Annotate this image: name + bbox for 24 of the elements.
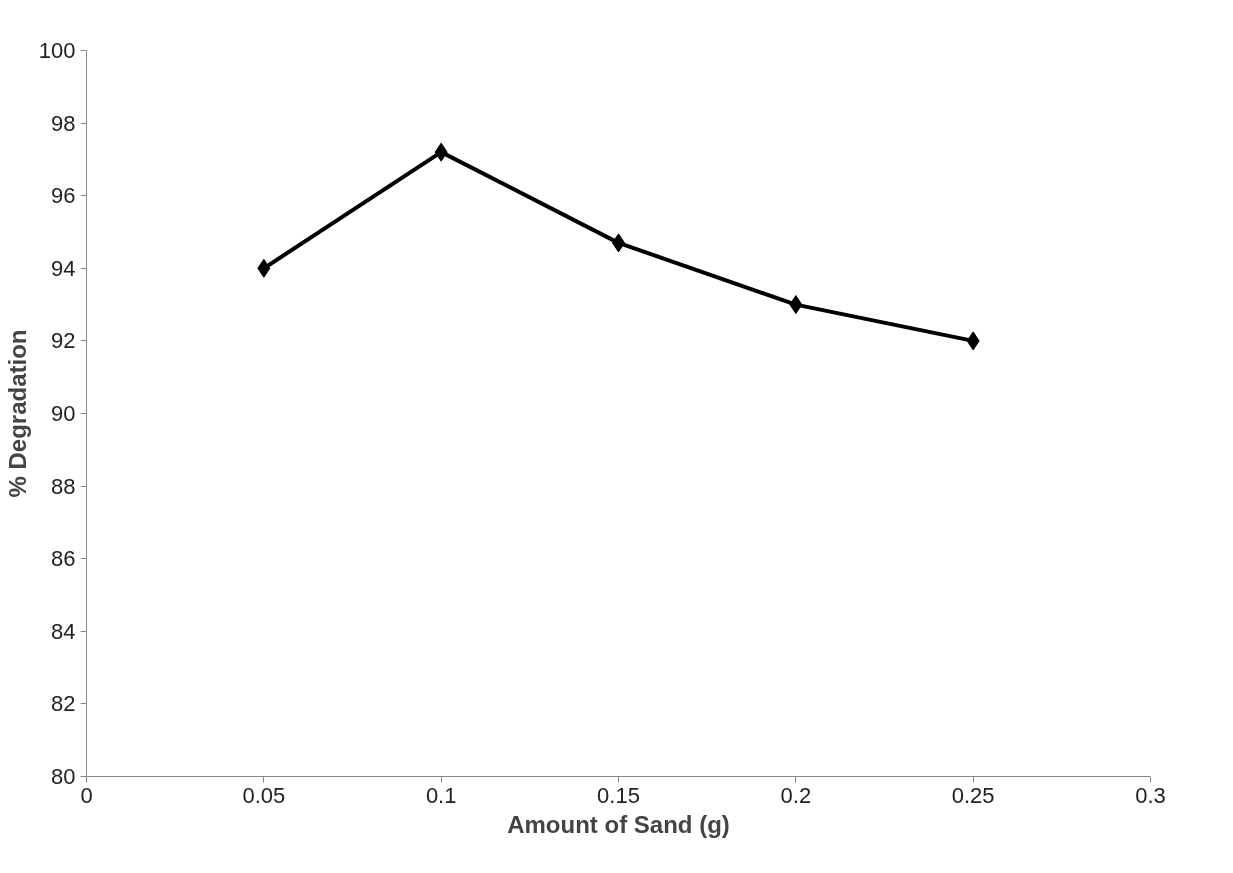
x-tick-label: 0 (80, 782, 93, 808)
y-tick-label: 92 (51, 328, 76, 354)
y-tick-label: 90 (51, 401, 76, 426)
x-tick-label: 0.3 (1135, 782, 1166, 808)
y-tick-label: 82 (51, 691, 76, 717)
y-axis-title: % Degradation (3, 329, 31, 498)
x-tick-label: 0.25 (951, 782, 995, 808)
y-tick-label: 100 (38, 38, 76, 63)
y-tick-label: 88 (51, 473, 76, 499)
point (789, 295, 803, 315)
y-tick-label: 86 (51, 546, 76, 572)
x-tick-label: 0.05 (242, 782, 286, 808)
y-tick-label: 80 (51, 764, 76, 789)
x-tick-label: 0.15 (597, 782, 640, 808)
point (434, 142, 448, 162)
point (257, 258, 271, 278)
y-tick-label: 96 (51, 183, 76, 209)
y-tick-label: 94 (51, 255, 76, 281)
x-tick-label: 0.2 (780, 782, 812, 808)
x-tick-label: 0.1 (425, 782, 457, 808)
point (966, 331, 980, 351)
x-axis-title: Amount of Sand (g) (507, 810, 730, 838)
y-tick-label: 84 (51, 618, 76, 644)
y-tick-label: 98 (51, 110, 76, 136)
